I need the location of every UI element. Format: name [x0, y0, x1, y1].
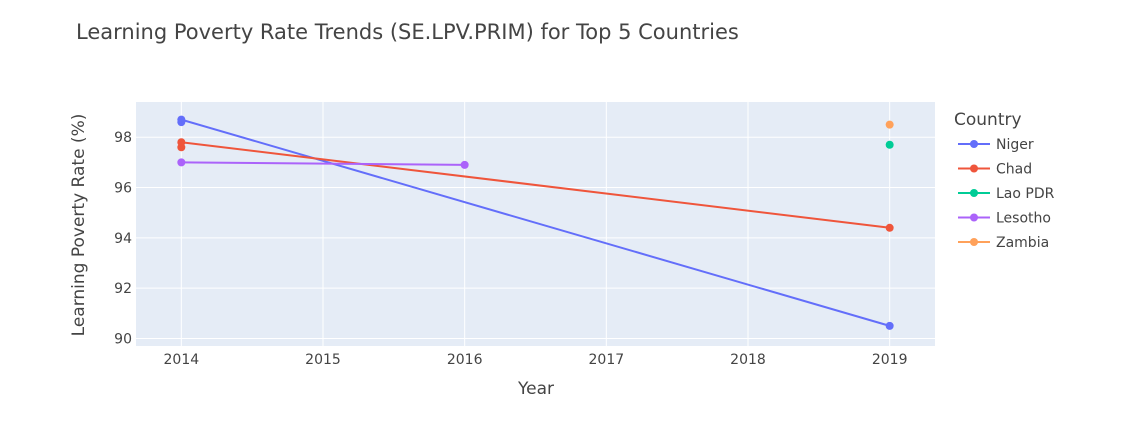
y-tick-labels: 90 92 94 96 98	[114, 130, 132, 347]
x-axis-title: Year	[517, 379, 554, 399]
x-tick-label: 2015	[305, 352, 341, 368]
legend-swatch-marker	[970, 189, 978, 197]
series-zambia	[885, 120, 894, 129]
x-tick-label: 2017	[589, 352, 625, 368]
y-tick-label: 94	[114, 231, 132, 247]
data-point-lao-pdr[interactable]	[885, 140, 894, 149]
data-point-niger[interactable]	[177, 115, 186, 124]
x-tick-label: 2018	[730, 352, 766, 368]
y-tick-label: 92	[114, 281, 132, 297]
data-point-lesotho[interactable]	[177, 158, 186, 167]
x-tick-label: 2014	[164, 352, 200, 368]
legend-swatch-marker	[970, 164, 978, 173]
legend-swatch-marker	[970, 213, 978, 222]
y-tick-label: 90	[114, 331, 132, 347]
series-lao-pdr	[885, 140, 894, 149]
legend-item-chad[interactable]: Chad	[958, 162, 1032, 178]
series-line-lesotho	[181, 161, 465, 166]
series-layer	[177, 115, 894, 330]
legend-item-lao-pdr[interactable]: Lao PDR	[958, 186, 1055, 202]
legend-label: Zambia	[996, 235, 1049, 251]
data-point-niger[interactable]	[885, 321, 894, 330]
data-point-zambia[interactable]	[885, 120, 894, 129]
chart-title: Learning Poverty Rate Trends (SE.LPV.PRI…	[76, 20, 739, 44]
y-axis-title: Learning Poverty Rate (%)	[69, 114, 89, 337]
series-niger	[177, 115, 894, 330]
legend-label: Lao PDR	[996, 186, 1055, 202]
plot-area	[136, 102, 935, 346]
data-point-chad[interactable]	[177, 138, 186, 147]
legend-item-zambia[interactable]: Zambia	[958, 235, 1049, 251]
legend-item-niger[interactable]: Niger	[958, 137, 1034, 153]
y-tick-label: 98	[114, 130, 132, 146]
legend-label: Lesotho	[996, 211, 1051, 227]
legend-title: Country	[954, 110, 1022, 130]
x-tick-labels: 2014 2015 2016 2017 2018 2019	[164, 352, 908, 368]
legend-label: Chad	[996, 162, 1032, 178]
y-tick-label: 96	[114, 181, 132, 197]
legend-label: Niger	[996, 137, 1034, 153]
legend-swatch-marker	[970, 238, 978, 246]
series-lesotho	[177, 158, 469, 169]
legend-item-lesotho[interactable]: Lesotho	[958, 211, 1051, 227]
data-point-chad[interactable]	[885, 223, 894, 232]
x-tick-label: 2019	[872, 352, 908, 368]
data-point-lesotho[interactable]	[460, 160, 469, 169]
legend-swatch-marker	[970, 140, 978, 148]
series-chad	[177, 138, 894, 232]
x-tick-label: 2016	[447, 352, 483, 368]
legend[interactable]: Niger Chad Lao PDR Lesotho Zambia	[958, 137, 1055, 251]
